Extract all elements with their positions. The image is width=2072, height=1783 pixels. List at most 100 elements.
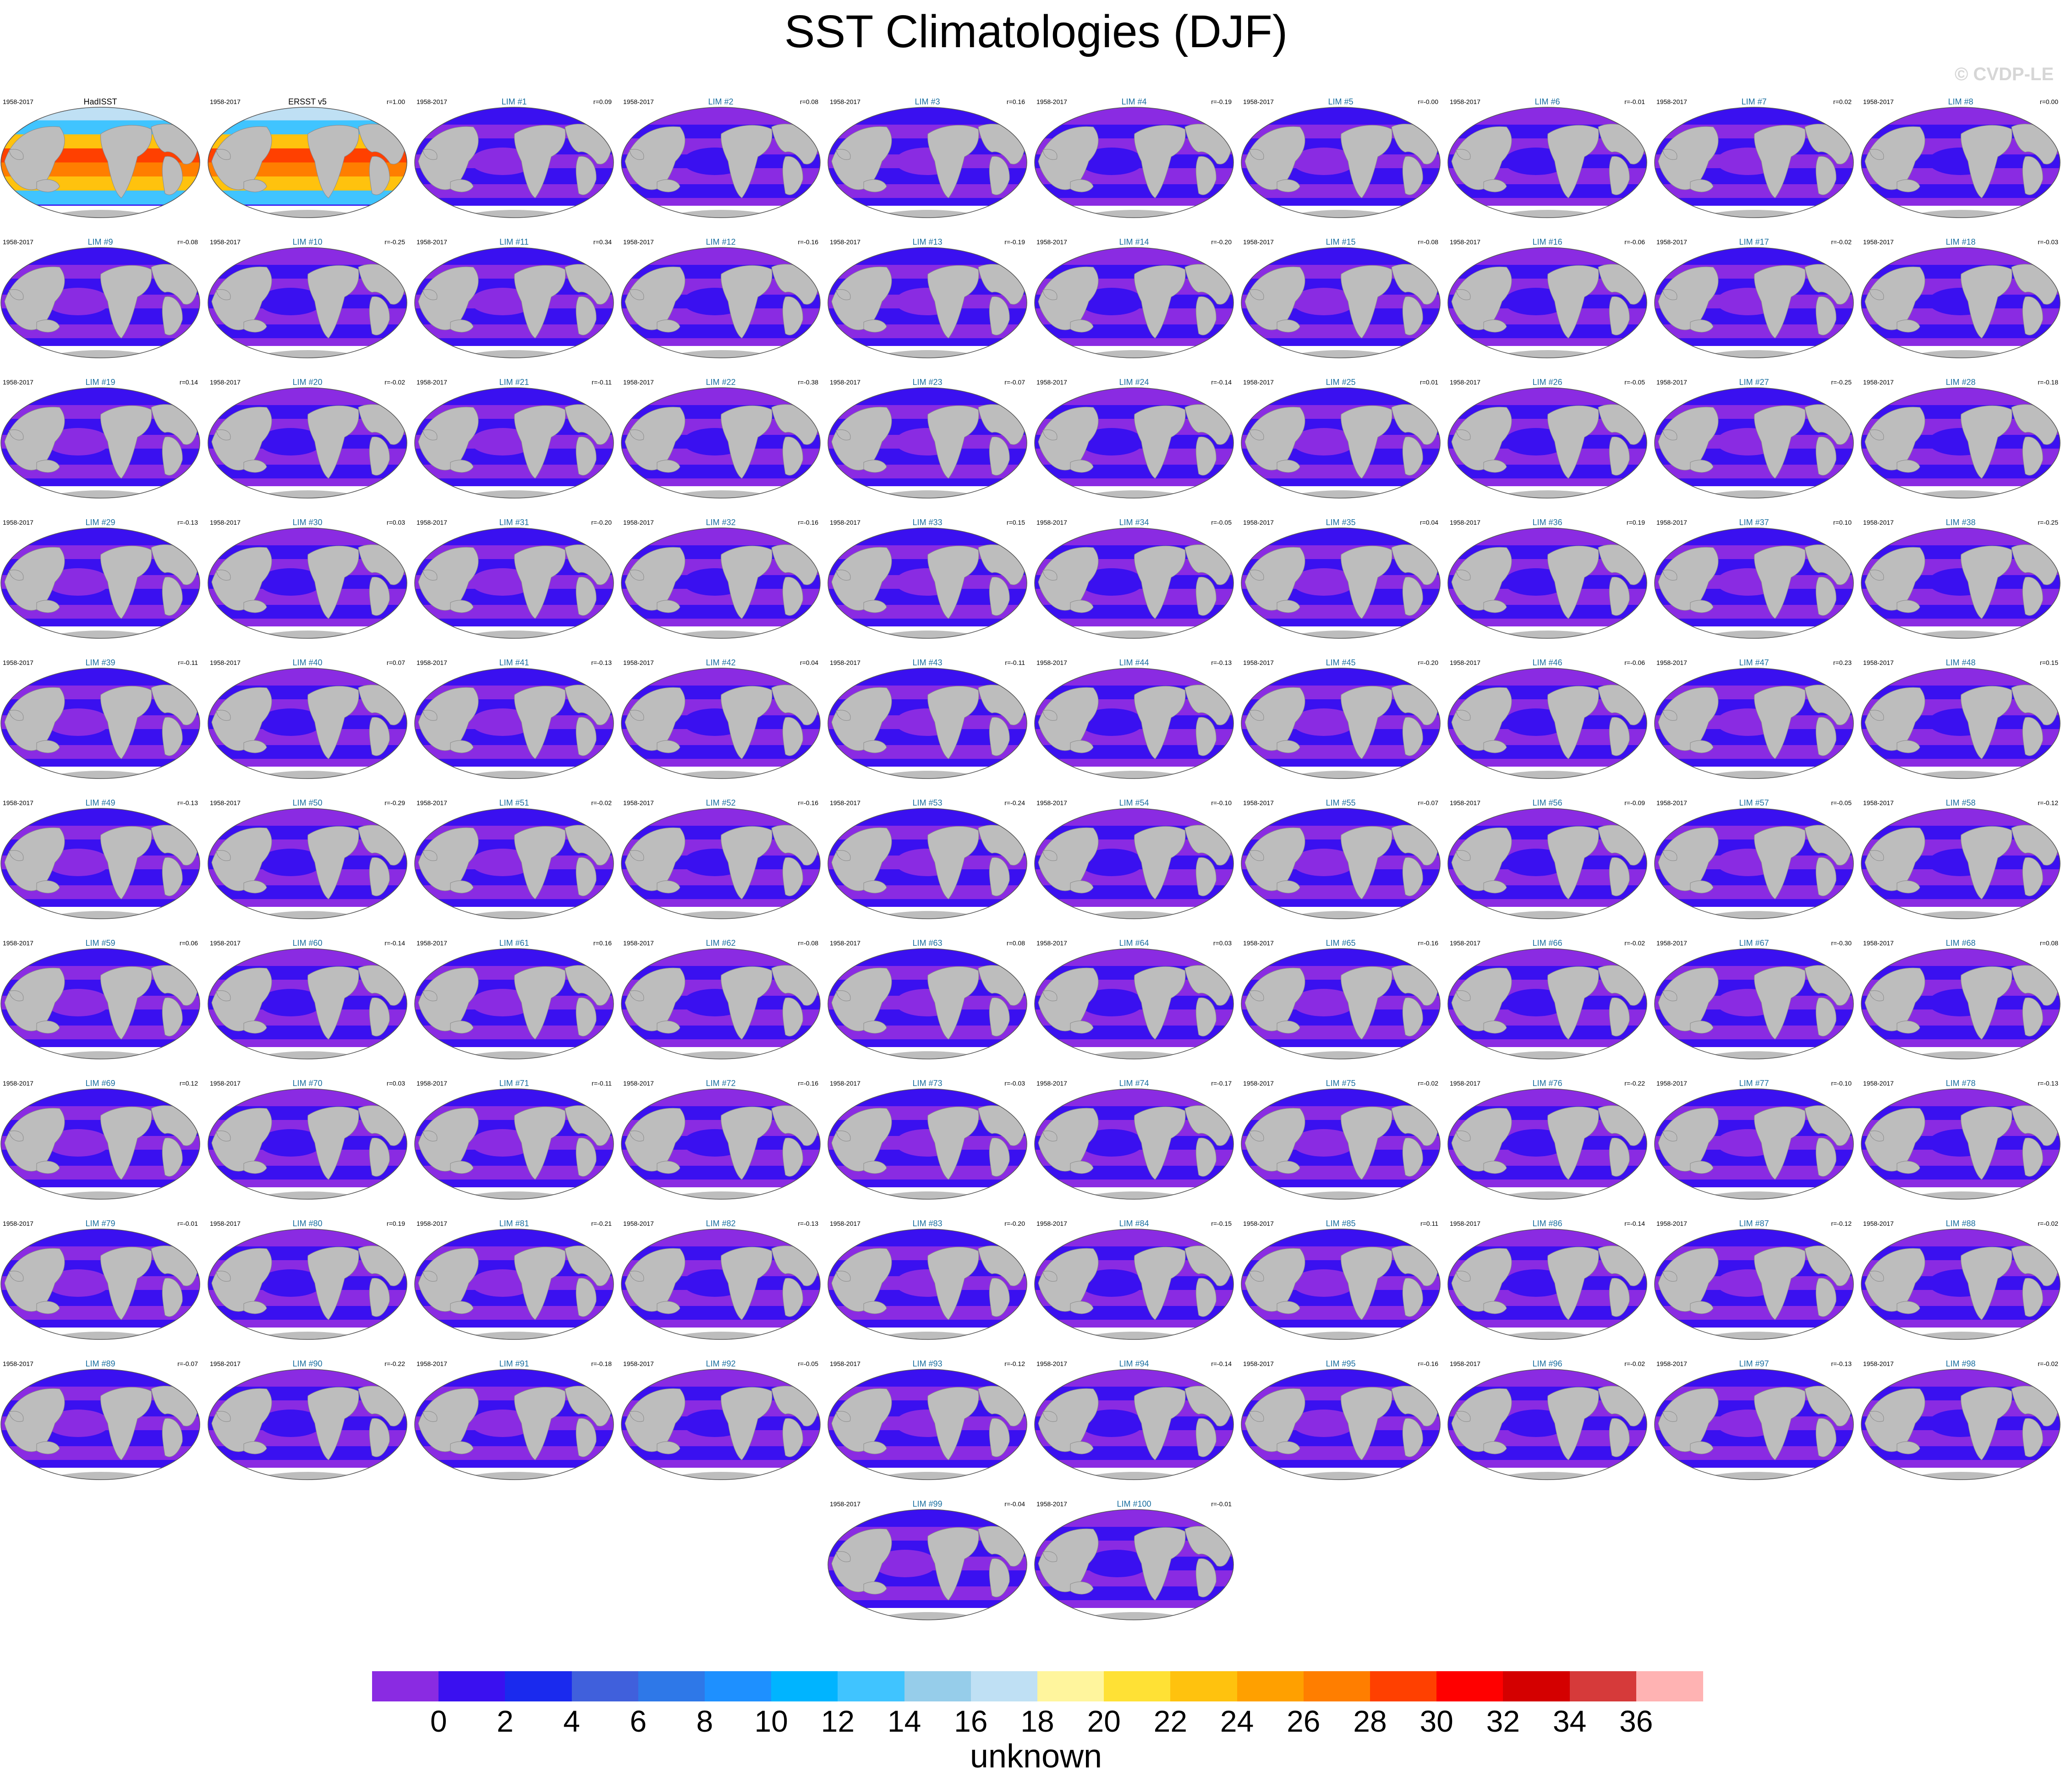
sst-band: [1655, 388, 1853, 405]
land-mass: [1961, 1246, 2012, 1320]
land-mass: [1341, 686, 1392, 759]
land-mass: [782, 156, 803, 195]
map-panel: 1958-2017 LIM #18 r=-0.03: [1860, 237, 2061, 365]
panel-period: 1958-2017: [1656, 238, 1687, 246]
panel-period: 1958-2017: [1863, 659, 1894, 666]
land-mass: [1195, 717, 1217, 756]
land-mass: [1070, 1161, 1094, 1174]
sst-map: [0, 948, 200, 1059]
land-mass: [4, 1248, 65, 1312]
land-mass: [657, 1301, 680, 1314]
land-mass: [1547, 125, 1599, 198]
panel-title: LIM #82: [706, 1219, 736, 1228]
land-mass: [927, 686, 979, 759]
sst-band: [828, 668, 1027, 686]
land-mass: [836, 429, 851, 440]
land-mass: [989, 1558, 1010, 1597]
map-panel: 1958-2017 LIM #17 r=-0.02: [1654, 237, 1854, 365]
panel-correlation: r=-0.05: [798, 1360, 818, 1367]
sst-patch: [1080, 708, 1144, 736]
land-mass: [1042, 570, 1058, 581]
panel-title: LIM #34: [1119, 518, 1149, 527]
panel-title: LIM #15: [1326, 237, 1356, 247]
map-outline: [208, 247, 407, 358]
panel-period: 1958-2017: [210, 519, 241, 526]
panel-correlation: r=0.14: [179, 379, 198, 386]
land-mass: [243, 1161, 267, 1174]
panel-period: 1958-2017: [1036, 1360, 1067, 1367]
land-mass: [36, 1301, 60, 1314]
panel-correlation: r=0.19: [1626, 519, 1645, 526]
land-mass: [514, 966, 566, 1040]
land-mass: [1402, 1418, 1423, 1457]
land-mass: [1456, 1271, 1471, 1282]
sst-patch: [258, 989, 323, 1016]
panel-period: 1958-2017: [210, 1360, 241, 1367]
sst-map: [1034, 808, 1234, 919]
land-mass: [1042, 1551, 1058, 1562]
land-mass: [1961, 545, 2012, 619]
panel-period: 1958-2017: [210, 379, 241, 386]
land-mass: [576, 576, 597, 616]
land-mass: [1662, 149, 1677, 160]
sst-patch: [1292, 1129, 1356, 1157]
land-mass: [1402, 1137, 1423, 1177]
panel-title: LIM #36: [1532, 518, 1562, 527]
map-outline: [1861, 107, 2061, 218]
panel-title: LIM #46: [1532, 658, 1562, 667]
land-mass: [1483, 179, 1507, 192]
panel-correlation: r=0.06: [179, 939, 198, 947]
panel-period: 1958-2017: [1656, 379, 1687, 386]
panel-title: LIM #58: [1946, 798, 1976, 807]
panel-correlation: r=-0.20: [1004, 1220, 1025, 1227]
sst-map: [1654, 808, 1854, 919]
map-panel: 1958-2017 LIM #90 r=-0.22: [207, 1359, 408, 1487]
land-mass: [1451, 827, 1512, 891]
sst-map: [208, 107, 407, 218]
sst-map: [208, 387, 407, 499]
land-mass: [2022, 997, 2043, 1037]
panel-correlation: r=0.09: [593, 98, 612, 105]
land-mass: [2022, 156, 2043, 195]
panel-period: 1958-2017: [417, 1360, 447, 1367]
land-mass: [1277, 1441, 1300, 1454]
map-outline: [828, 107, 1027, 218]
land-mass: [721, 1106, 773, 1180]
map-outline: [1447, 527, 1647, 639]
panel-title: LIM #39: [85, 658, 115, 667]
sst-map: [1861, 107, 2061, 218]
sst-patch: [1292, 288, 1356, 315]
sst-patch: [258, 288, 323, 315]
map-outline: [414, 1229, 614, 1340]
land-mass: [211, 1108, 272, 1172]
land-mass: [1451, 126, 1512, 190]
land-mass: [831, 827, 892, 891]
panel-period: 1958-2017: [623, 379, 654, 386]
land-mass: [1249, 710, 1264, 721]
land-mass: [1897, 880, 1920, 894]
sst-map: [1447, 107, 1647, 218]
map-outline: [621, 1369, 821, 1480]
map-outline: [1034, 1369, 1234, 1480]
land-mass: [369, 576, 390, 616]
panel-correlation: r=-0.13: [798, 1220, 818, 1227]
panel-correlation: r=-0.11: [592, 379, 612, 386]
sst-band: [415, 1089, 614, 1106]
map-panel: 1958-2017 LIM #50 r=-0.29: [207, 798, 408, 926]
map-panel: 1958-2017 LIM #89 r=-0.07: [0, 1359, 201, 1487]
land-mass: [422, 990, 438, 1001]
land-mass: [836, 1551, 851, 1562]
map-panel: 1958-2017 LIM #5 r=-0.00: [1240, 97, 1441, 225]
colorbar-tick-label: 34: [1552, 1704, 1587, 1738]
colorbar-swatch: [439, 1671, 506, 1701]
land-mass: [1244, 687, 1305, 751]
panel-correlation: r=0.11: [1420, 1220, 1438, 1227]
map-panel: 1958-2017 LIM #4 r=-0.19: [1034, 97, 1234, 225]
land-mass: [863, 1161, 887, 1174]
sst-map: [1654, 247, 1854, 358]
land-mass: [9, 1130, 24, 1141]
panel-correlation: r=-0.14: [1211, 379, 1232, 386]
map-panel: 1958-2017 LIM #12 r=-0.16: [620, 237, 821, 365]
land-mass: [721, 405, 773, 479]
land-mass: [657, 1441, 680, 1454]
